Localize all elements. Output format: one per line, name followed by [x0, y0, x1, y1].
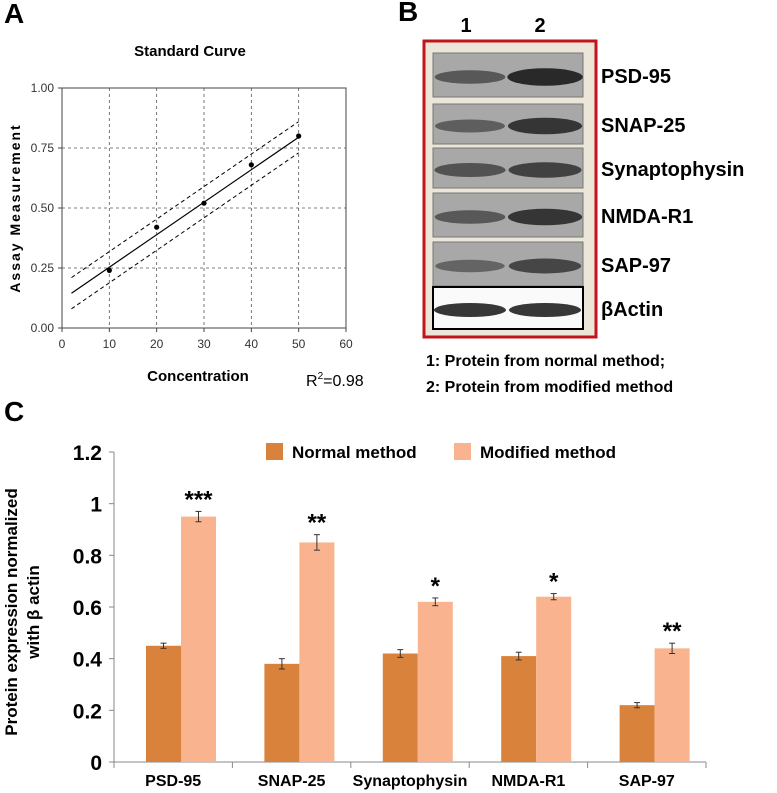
significance-label: ***: [184, 486, 213, 513]
legend-label: Normal method: [292, 443, 417, 462]
r-squared-label: R2=0.98: [306, 371, 364, 390]
y-tick-label: 0.4: [73, 649, 103, 672]
x-tick-label: 60: [339, 337, 353, 351]
protein-band: [434, 210, 506, 224]
protein-label: SAP-97: [601, 255, 671, 277]
x-tick-label: 0: [59, 337, 66, 351]
data-point: [106, 267, 112, 273]
category-label: NMDA-R1: [492, 773, 566, 790]
lane-note-1: 1: Protein from normal method;: [426, 353, 665, 370]
data-point: [201, 200, 207, 206]
x-tick-label: 20: [150, 337, 164, 351]
panel-a-standard-curve: Standard Curve 0 10 20 30 40 50 60 0.00 0.25 0.50 0…: [7, 43, 364, 390]
x-tick-label: 40: [245, 337, 259, 351]
y-tick-label: 0.75: [31, 141, 55, 155]
protein-band: [434, 70, 506, 84]
legend-label: Modified method: [480, 443, 616, 462]
protein-band: [509, 303, 581, 317]
protein-band: [434, 303, 506, 317]
significance-label: **: [308, 510, 327, 537]
bar-modified: [181, 516, 216, 762]
panel-label-c: C: [4, 396, 25, 427]
panel-b-western-blot: 1 2 PSD-95 SNAP-25 Synaptophysin NMDA-R1 SAP-9…: [422, 15, 744, 396]
category-label: PSD-95: [145, 773, 201, 790]
data-point: [296, 133, 302, 139]
protein-label: NMDA-R1: [601, 206, 693, 228]
confidence-band-upper: [71, 121, 299, 279]
significance-label: **: [663, 618, 682, 645]
y-tick-label: 0.00: [31, 321, 55, 335]
y-tick-label: 0.25: [31, 261, 55, 275]
chart-a-title: Standard Curve: [134, 43, 246, 60]
protein-label: SNAP-25: [601, 115, 685, 137]
bar-normal: [382, 653, 418, 762]
bar-normal: [619, 705, 655, 762]
protein-band: [507, 117, 583, 135]
protein-band: [435, 259, 505, 273]
y-axis-label-line-1: Protein expression normalized: [2, 488, 21, 736]
y-tick-label: 1: [90, 494, 102, 517]
y-tick-label: 1.00: [31, 81, 55, 95]
fit-line: [71, 136, 300, 294]
x-tick-label: 10: [103, 337, 117, 351]
y-tick-label: 0.2: [73, 700, 102, 723]
confidence-band-lower: [71, 152, 299, 310]
protein-label: βActin: [601, 299, 663, 321]
category-label: SAP-97: [619, 773, 675, 790]
category-label: SNAP-25: [258, 773, 326, 790]
protein-label: PSD-95: [601, 66, 671, 88]
bar-normal: [264, 663, 300, 762]
protein-label: Synaptophysin: [601, 159, 744, 181]
protein-band: [507, 68, 583, 86]
protein-band: [508, 162, 582, 178]
x-axis-label: Concentration: [147, 368, 249, 385]
significance-label: *: [431, 573, 441, 600]
bar-modified: [536, 596, 572, 762]
x-tick-label: 50: [292, 337, 306, 351]
y-tick-label: 0.8: [73, 545, 103, 568]
data-point: [154, 224, 160, 230]
bar-modified: [654, 648, 690, 762]
y-tick-label: 1.2: [73, 442, 102, 465]
y-axis-label: Assay Measurement: [7, 123, 23, 292]
legend-swatch: [454, 443, 471, 460]
bar-modified: [299, 542, 335, 762]
lane-label: 2: [534, 15, 545, 37]
y-tick-label: 0.50: [31, 201, 55, 215]
panel-label-b: B: [398, 0, 419, 27]
lane-label: 1: [460, 15, 471, 37]
protein-band: [508, 258, 582, 274]
category-label: Synaptophysin: [353, 773, 468, 790]
protein-band: [434, 163, 506, 177]
y-axis-label-line-2: with β actin: [24, 565, 43, 660]
significance-label: *: [549, 569, 559, 596]
protein-band: [507, 208, 583, 226]
bar-normal: [146, 645, 181, 762]
protein-band: [435, 119, 505, 133]
y-tick-label: 0: [90, 752, 102, 775]
legend-swatch: [266, 443, 283, 460]
y-tick-label: 0.6: [73, 597, 102, 620]
x-tick-label: 30: [197, 337, 211, 351]
data-point: [248, 162, 254, 168]
bar-normal: [501, 656, 537, 762]
bar-modified: [417, 601, 453, 762]
lane-note-2: 2: Protein from modified method: [426, 379, 673, 396]
panel-label-a: A: [4, 0, 25, 29]
